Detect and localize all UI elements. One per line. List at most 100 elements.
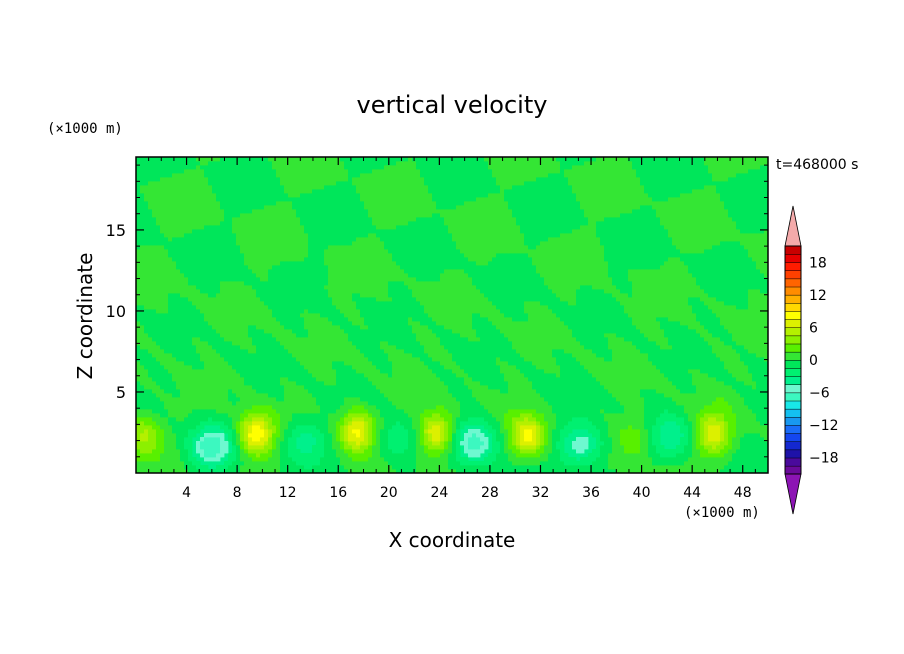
field-cell <box>576 409 581 414</box>
field-cell <box>268 461 273 466</box>
field-cell <box>656 377 661 382</box>
field-cell <box>464 377 469 382</box>
field-cell <box>188 385 193 390</box>
field-cell <box>456 405 461 410</box>
field-cell <box>620 389 625 394</box>
field-cell <box>148 385 153 390</box>
field-cell <box>540 345 545 350</box>
field-cell <box>512 369 517 374</box>
field-cell <box>160 469 165 473</box>
field-cell <box>456 433 461 438</box>
field-cell <box>696 445 701 450</box>
field-cell <box>736 353 741 358</box>
field-cell <box>728 361 733 366</box>
field-cell <box>244 373 249 378</box>
field-cell <box>516 381 521 386</box>
field-cell <box>692 417 697 422</box>
field-cell <box>612 361 617 366</box>
field-cell <box>512 349 517 354</box>
field-cell <box>152 449 157 454</box>
field-cell <box>332 369 337 374</box>
field-cell <box>504 425 509 430</box>
field-cell <box>716 437 721 442</box>
field-cell <box>700 429 705 434</box>
field-cell <box>144 453 149 458</box>
field-cell <box>740 397 745 402</box>
field-cell <box>388 397 393 402</box>
field-cell <box>692 469 697 473</box>
field-cell <box>680 445 685 450</box>
field-cell <box>644 385 649 390</box>
field-cell <box>584 353 589 358</box>
field-cell <box>280 437 285 442</box>
field-cell <box>348 409 353 414</box>
field-cell <box>276 349 281 354</box>
field-cell <box>736 381 741 386</box>
field-cell <box>712 445 717 450</box>
field-cell <box>240 413 245 418</box>
field-cell <box>512 345 517 350</box>
field-cell <box>536 353 541 358</box>
field-cell <box>684 445 689 450</box>
field-cell <box>628 433 633 438</box>
field-cell <box>424 345 429 350</box>
field-cell <box>636 445 641 450</box>
field-cell <box>664 373 669 378</box>
field-cell <box>148 437 153 442</box>
field-cell <box>716 461 721 466</box>
field-cell <box>740 369 745 374</box>
field-cell <box>572 461 577 466</box>
field-cell <box>268 377 273 382</box>
field-cell <box>764 457 768 462</box>
field-cell <box>196 361 201 366</box>
field-cell <box>252 341 257 346</box>
field-cell <box>572 353 577 358</box>
field-cell <box>508 445 513 450</box>
field-cell <box>164 469 169 473</box>
field-cell <box>240 401 245 406</box>
field-cell <box>388 389 393 394</box>
field-cell <box>160 369 165 374</box>
field-cell <box>316 413 321 418</box>
field-cell <box>452 377 457 382</box>
field-cell <box>324 377 329 382</box>
field-cell <box>196 449 201 454</box>
field-cell <box>656 365 661 370</box>
field-cell <box>212 457 217 462</box>
field-cell <box>400 457 405 462</box>
field-cell <box>636 421 641 426</box>
field-cell <box>360 437 365 442</box>
field-cell <box>552 453 557 458</box>
field-cell <box>324 425 329 430</box>
field-cell <box>644 413 649 418</box>
field-cell <box>628 357 633 362</box>
field-cell <box>376 373 381 378</box>
field-cell <box>660 457 665 462</box>
field-cell <box>496 465 501 470</box>
field-cell <box>188 421 193 426</box>
field-cell <box>472 413 477 418</box>
field-cell <box>692 449 697 454</box>
field-cell <box>548 361 553 366</box>
field-cell <box>280 401 285 406</box>
field-cell <box>740 429 745 434</box>
field-cell <box>560 413 565 418</box>
field-cell <box>384 341 389 346</box>
field-cell <box>428 357 433 362</box>
field-cell <box>160 401 165 406</box>
field-cell <box>224 353 229 358</box>
field-cell <box>324 433 329 438</box>
field-cell <box>724 429 729 434</box>
field-cell <box>248 389 253 394</box>
field-cell <box>448 389 453 394</box>
field-cell <box>632 429 637 434</box>
field-cell <box>292 385 297 390</box>
field-cell <box>312 469 317 473</box>
field-cell <box>148 417 153 422</box>
field-cell <box>188 361 193 366</box>
field-cell <box>488 401 493 406</box>
field-cell <box>440 345 445 350</box>
field-cell <box>260 453 265 458</box>
field-cell <box>624 437 629 442</box>
field-cell <box>732 401 737 406</box>
